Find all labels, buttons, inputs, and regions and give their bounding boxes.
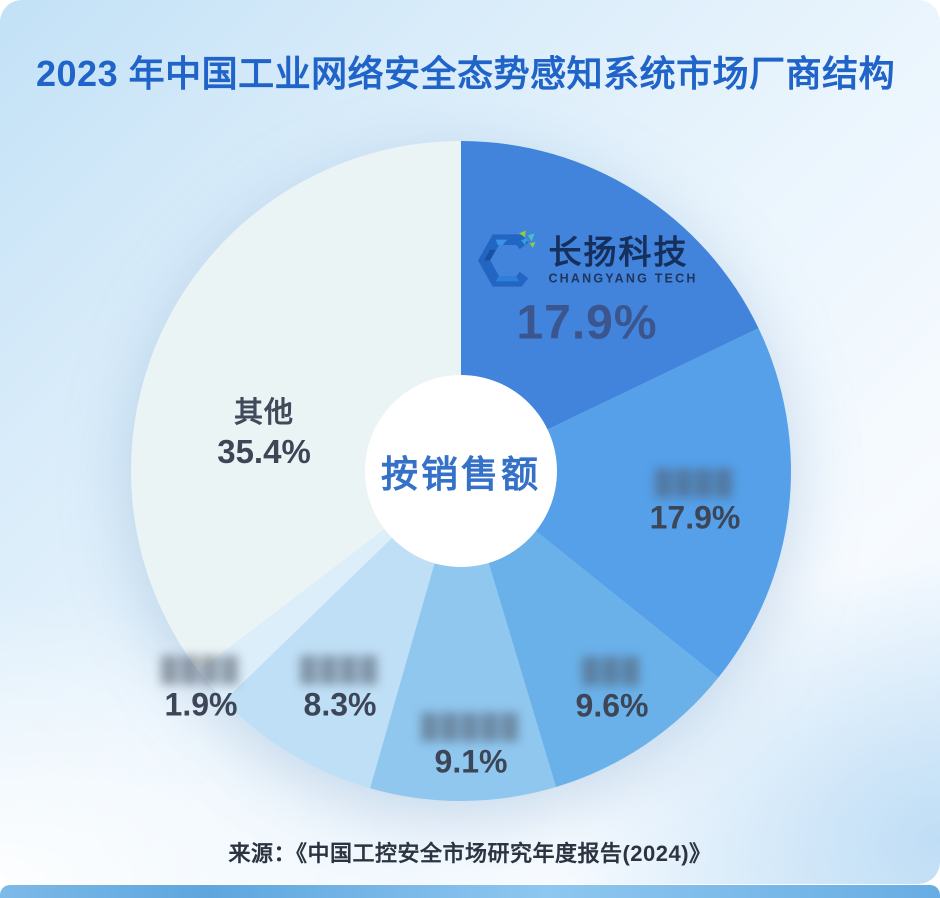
changyang-logo-icon	[478, 230, 536, 287]
changyang-logo: 长扬科技 CHANGYANG TECH	[476, 228, 697, 294]
slice-label-vendor-3: ███ 9.6%	[576, 658, 649, 725]
chart-center-label: 按销售额	[381, 454, 541, 495]
vendor-2-name-blurred: ████	[654, 469, 736, 497]
pie-slice-vendor-5	[224, 471, 461, 789]
slice-pct-vendor-5: 8.3%	[303, 686, 377, 723]
slice-pct-vendor-3: 9.6%	[575, 687, 649, 724]
slice-label-vendor-6: ████ 1.9%	[161, 657, 241, 724]
slice-pct-vendor-2: 17.9%	[649, 499, 741, 536]
donut-hole	[365, 375, 557, 567]
slice-label-vendor-5: ████ 8.3%	[300, 657, 380, 724]
slice-pct-changyang: 17.9%	[516, 296, 658, 350]
slice-pct-vendor-6: 1.9%	[164, 686, 238, 723]
slice-pct-vendor-4: 9.1%	[434, 743, 508, 780]
slice-label-vendor-2: ████ 17.9%	[650, 470, 741, 537]
changyang-logo-text: 长扬科技 CHANGYANG TECH	[548, 233, 698, 286]
vendor-6-name-blurred: ████	[160, 656, 242, 684]
slice-label-vendor-4: █████ 9.1%	[421, 714, 521, 781]
slice-label-others: 其他 35.4%	[217, 389, 311, 471]
pie-svg	[131, 141, 791, 801]
others-name: 其他	[233, 397, 295, 429]
pie-slice-vendor-3	[461, 471, 719, 788]
slice-pct-others: 35.4%	[217, 433, 311, 470]
vendor-3-name-blurred: ███	[581, 657, 642, 685]
slice-label-changyang: 长扬科技 CHANGYANG TECH 17.9%	[476, 228, 697, 351]
source-note: 来源：《中国工控安全市场研究年度报告(2024)》	[228, 841, 712, 866]
pie-slice-vendor-4	[370, 471, 556, 801]
changyang-logo-cn: 长扬科技	[548, 233, 689, 271]
vendor-5-name-blurred: ████	[299, 656, 381, 684]
pie-slice-vendor-2	[461, 328, 791, 678]
pie-slice-others	[131, 141, 461, 672]
changyang-logo-en: CHANGYANG TECH	[548, 271, 698, 286]
bottom-strip	[0, 885, 940, 898]
pie-slice-changyang	[461, 141, 759, 471]
vendor-4-name-blurred: █████	[420, 713, 522, 741]
page-title: 2023 年中国工业网络安全态势感知系统市场厂商结构	[36, 53, 896, 94]
